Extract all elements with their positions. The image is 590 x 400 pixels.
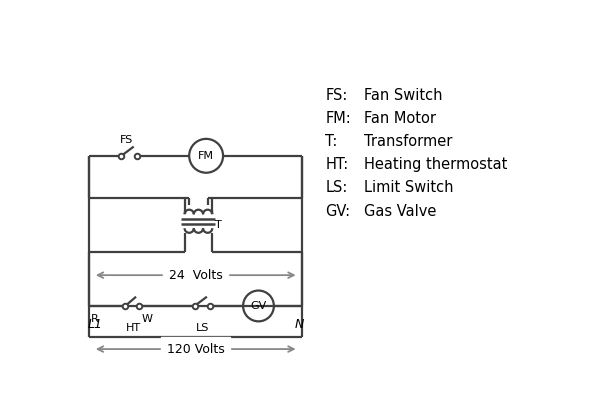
Text: Heating thermostat: Heating thermostat: [364, 157, 507, 172]
Text: HT:: HT:: [326, 157, 349, 172]
Text: Limit Switch: Limit Switch: [364, 180, 454, 196]
Text: GV:: GV:: [326, 204, 350, 218]
Text: Gas Valve: Gas Valve: [364, 204, 437, 218]
Text: Transformer: Transformer: [364, 134, 453, 149]
Text: 120 Volts: 120 Volts: [167, 342, 225, 356]
Text: FM: FM: [198, 151, 214, 161]
Text: Fan Motor: Fan Motor: [364, 111, 436, 126]
Text: R: R: [91, 314, 99, 324]
Text: T: T: [215, 220, 222, 230]
Text: LS:: LS:: [326, 180, 348, 196]
Text: GV: GV: [250, 301, 267, 311]
Text: Fan Switch: Fan Switch: [364, 88, 442, 103]
Text: FM:: FM:: [326, 111, 351, 126]
Text: LS: LS: [196, 323, 209, 333]
Text: FS:: FS:: [326, 88, 348, 103]
Text: N: N: [294, 318, 304, 330]
Text: HT: HT: [126, 323, 140, 333]
Text: 24  Volts: 24 Volts: [169, 269, 222, 282]
Text: FS: FS: [119, 135, 133, 145]
Text: W: W: [142, 314, 152, 324]
Text: T:: T:: [326, 134, 338, 149]
Text: L1: L1: [87, 318, 103, 330]
